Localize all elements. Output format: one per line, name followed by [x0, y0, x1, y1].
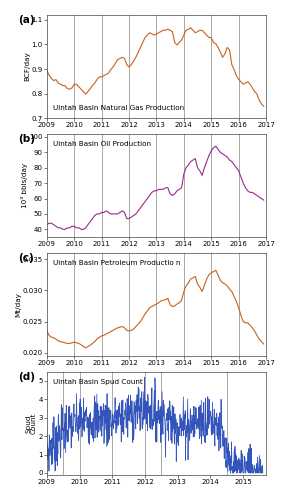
Y-axis label: BCF/day: BCF/day	[24, 52, 30, 82]
Text: Uintah Basin Natural Gas Production: Uintah Basin Natural Gas Production	[53, 105, 184, 111]
Y-axis label: Mt/day: Mt/day	[15, 292, 21, 317]
Text: (a): (a)	[18, 15, 35, 25]
Text: Uintah Basin Spud Count: Uintah Basin Spud Count	[53, 379, 143, 385]
Y-axis label: Spud
Count: Spud Count	[25, 412, 37, 434]
Y-axis label: 10³ bbls/day: 10³ bbls/day	[21, 163, 28, 208]
Text: (c): (c)	[18, 253, 34, 263]
Text: Uintah Basin Oil Production: Uintah Basin Oil Production	[53, 141, 151, 147]
Text: (d): (d)	[18, 372, 35, 382]
Text: (b): (b)	[18, 134, 35, 144]
Text: Uintah Basin Petroleum Productio n: Uintah Basin Petroleum Productio n	[53, 260, 181, 266]
